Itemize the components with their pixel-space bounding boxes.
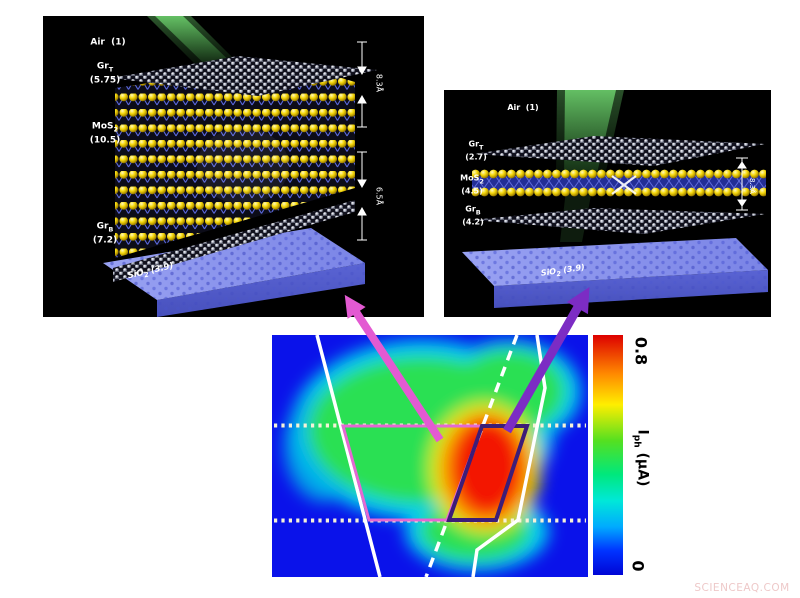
dashed-boundary-line xyxy=(424,335,519,577)
beam-scatter-highlight xyxy=(611,175,637,195)
dimension-annotations xyxy=(357,41,367,241)
top-graphene-sheet xyxy=(111,56,377,96)
top-graphene-sheet xyxy=(474,136,765,166)
watermark: SCIENCEAQ.COM xyxy=(694,582,790,594)
crystal-structure-left-svg xyxy=(43,16,424,317)
crystal-structure-right-svg xyxy=(444,90,771,317)
layer-label-grb-right: GrB (4.2) xyxy=(462,204,484,227)
photocurrent-map xyxy=(272,335,588,577)
sio2-substrate-slab xyxy=(103,228,365,317)
air-label-right: Air (1) xyxy=(507,103,539,112)
sio2-substrate-slab xyxy=(462,238,768,308)
bottom-graphene-sheet xyxy=(113,200,355,282)
mos2-layer xyxy=(472,168,766,198)
device-outline-left xyxy=(315,335,382,577)
air-label-left: Air (1) xyxy=(90,37,126,48)
layer-label-grt-right: GrT (2.7) xyxy=(465,139,487,162)
colorbar-max-label: 0.8 xyxy=(631,336,651,366)
dimension-annotations xyxy=(736,157,748,211)
structure-panel-left: Air (1) GrT (5.75) MoS2 (10.5) GrB (7.2)… xyxy=(43,16,424,317)
layer-label-grb-left: GrB (7.2) xyxy=(92,221,118,246)
colorbar-title: Iph (μA) xyxy=(631,429,651,487)
layer-label-grt-left: GrT (5.75) xyxy=(89,61,121,86)
colorbar xyxy=(593,335,623,575)
layer-label-mos2-left: MoS2 (10.5) xyxy=(89,121,121,146)
structure-panel-right: Air (1) GrT (2.7) MoS2 (4.5) GrB (4.2) S… xyxy=(444,90,771,317)
dimension-label-83-left: 8.3Å xyxy=(374,73,384,93)
dimension-label-83-right: 8.3Å xyxy=(748,178,756,194)
layer-label-mos2-right: MoS2 (4.5) xyxy=(460,173,484,196)
dimension-label-65-left: 6.5Å xyxy=(374,186,384,206)
mos2-block xyxy=(115,62,355,258)
colorbar-min-label: 0 xyxy=(628,560,648,572)
bottom-graphene-sheet xyxy=(472,208,765,234)
